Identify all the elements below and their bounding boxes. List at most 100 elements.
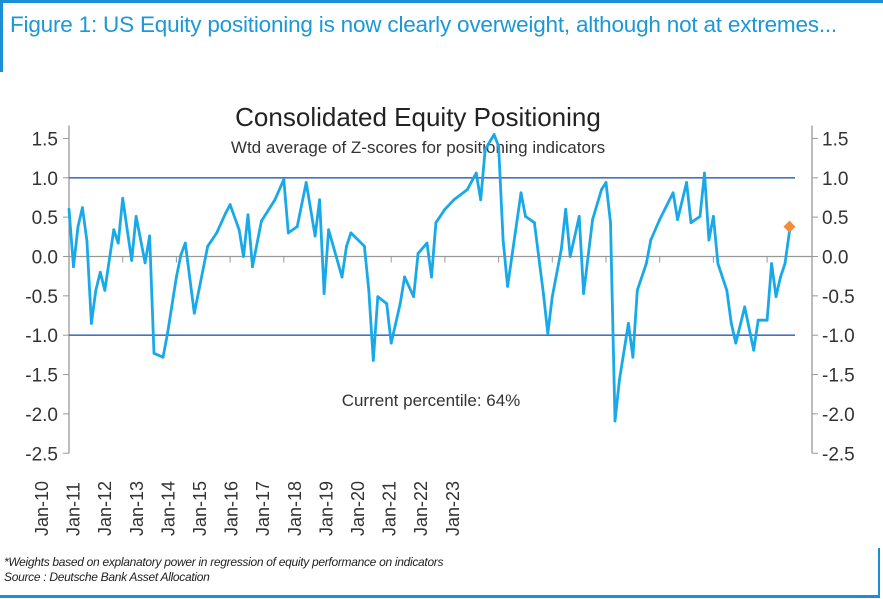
- data-point: [716, 262, 720, 265]
- data-point: [322, 292, 326, 295]
- data-point: [89, 321, 93, 325]
- data-point: [564, 207, 568, 211]
- data-point: [81, 206, 84, 210]
- data-point: [676, 218, 679, 221]
- data-point: [559, 248, 563, 251]
- data-point: [161, 355, 165, 359]
- data-point: [251, 265, 254, 269]
- data-point: [524, 214, 527, 218]
- data-point: [112, 228, 116, 232]
- data-point: [465, 188, 469, 192]
- right-y-tick-label: 1.0: [822, 169, 848, 190]
- data-point: [121, 196, 125, 200]
- x-tick-label: Jan-22: [411, 481, 431, 536]
- data-point: [206, 244, 210, 248]
- data-point: [649, 238, 653, 242]
- data-point: [550, 295, 554, 299]
- x-tick-label: Jan-20: [348, 481, 368, 536]
- chart: Consolidated Equity Positioning Wtd aver…: [25, 102, 855, 536]
- data-point: [703, 171, 706, 175]
- x-tick-label: Jan-21: [380, 481, 400, 536]
- data-point: [385, 302, 389, 306]
- x-tick-label: Jan-14: [158, 481, 178, 536]
- data-point: [479, 198, 483, 202]
- data-point: [613, 419, 617, 423]
- data-point: [412, 295, 415, 299]
- data-point: [492, 133, 496, 136]
- data-point: [430, 275, 433, 279]
- data-point: [183, 241, 187, 245]
- data-point: [116, 241, 120, 245]
- data-point: [318, 198, 321, 202]
- data-point: [224, 211, 228, 215]
- data-point: [76, 225, 80, 228]
- x-tick-label: Jan-11: [64, 482, 84, 536]
- positioning-series-line: [67, 133, 791, 423]
- data-point: [94, 288, 98, 292]
- right-y-tick-label: -1.5: [822, 366, 855, 387]
- data-point: [546, 332, 550, 336]
- source-note: Source : Deutsche Bank Asset Allocation: [4, 570, 210, 584]
- data-point: [707, 238, 711, 242]
- x-tick-label: Jan-10: [32, 481, 52, 536]
- data-point: [671, 191, 675, 195]
- right-y-tick-label: -1.0: [822, 326, 855, 347]
- data-point: [756, 318, 760, 322]
- data-point: [712, 214, 715, 218]
- frame-left-border: [0, 0, 3, 72]
- data-point: [631, 355, 635, 359]
- data-point: [734, 341, 738, 345]
- left-y-tick-label: -0.5: [25, 287, 58, 308]
- data-point: [237, 228, 241, 232]
- data-point: [295, 225, 299, 228]
- footnote: *Weights based on explanatory power in r…: [4, 555, 444, 569]
- data-point: [228, 203, 232, 206]
- data-point: [416, 251, 420, 255]
- data-point: [729, 321, 733, 325]
- data-point: [345, 244, 348, 248]
- x-tick-label: Jan-13: [127, 481, 147, 536]
- data-point: [282, 177, 286, 181]
- data-point: [98, 270, 102, 274]
- left-y-tick-label: -2.5: [25, 444, 58, 465]
- data-point: [242, 255, 245, 258]
- data-point: [483, 148, 487, 151]
- right-y-tick-label: 0.5: [822, 208, 848, 229]
- left-y-tick-label: 0.5: [32, 208, 58, 229]
- data-point: [501, 238, 505, 242]
- data-point: [376, 295, 380, 299]
- data-point: [452, 198, 456, 202]
- data-point: [260, 219, 263, 223]
- data-point: [604, 181, 608, 184]
- data-point: [626, 321, 630, 325]
- data-point: [130, 259, 134, 262]
- data-point: [134, 214, 138, 218]
- data-point: [143, 261, 147, 265]
- data-point: [67, 207, 71, 211]
- data-point: [443, 207, 447, 211]
- x-tick-label: Jan-15: [190, 481, 210, 536]
- data-point: [725, 288, 729, 292]
- right-y-tick-label: 1.5: [822, 129, 848, 150]
- data-point: [72, 265, 75, 269]
- data-point: [215, 231, 219, 235]
- data-point: [166, 332, 169, 336]
- right-y-tick-label: 0.0: [822, 248, 848, 269]
- data-point: [179, 253, 183, 257]
- data-point: [783, 262, 787, 265]
- data-point: [327, 228, 330, 232]
- data-point: [273, 198, 277, 202]
- data-point: [125, 228, 129, 232]
- current-value-marker: [783, 220, 796, 233]
- data-point: [609, 221, 612, 225]
- x-tick-label: Jan-18: [285, 481, 305, 536]
- right-y-tick-label: -0.5: [822, 287, 855, 308]
- data-point: [541, 292, 545, 295]
- data-point: [600, 188, 603, 192]
- data-point: [519, 191, 523, 195]
- data-point: [591, 218, 594, 221]
- current-percentile-annotation: Current percentile: 64%: [342, 391, 521, 410]
- data-point: [698, 214, 702, 218]
- data-point: [533, 221, 536, 225]
- x-tick-label: Jan-19: [316, 481, 336, 536]
